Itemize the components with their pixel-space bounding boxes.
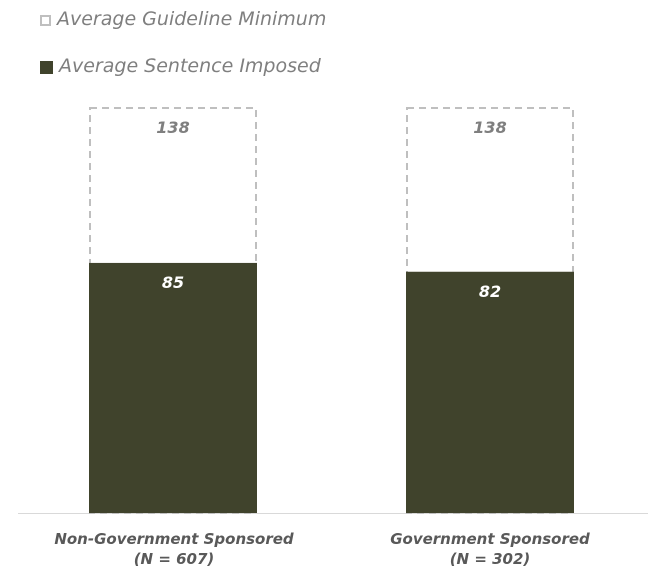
legend-label-sentence: Average Sentence Imposed (59, 55, 321, 77)
data-label-guideline: 138 (156, 118, 189, 137)
dashed-square-icon (40, 15, 51, 26)
category-name: Non-Government Sponsored (54, 530, 294, 548)
legend-label-guideline: Average Guideline Minimum (57, 8, 327, 30)
bar-sentence-imposed (406, 271, 574, 513)
legend-item-sentence: Average Sentence Imposed (40, 54, 321, 78)
data-label-guideline: 138 (473, 118, 506, 137)
category-n: (N = 302) (449, 550, 531, 568)
category-label-government: Government Sponsored (N = 302) (360, 529, 620, 569)
data-label-sentence: 82 (479, 282, 501, 301)
legend-item-guideline: Average Guideline Minimum (40, 7, 326, 31)
data-label-sentence: 85 (162, 273, 184, 292)
solid-square-icon (40, 61, 53, 74)
category-label-non-government: Non-Government Sponsored (N = 607) (44, 529, 304, 569)
category-n: (N = 607) (133, 550, 215, 568)
bar-sentence-imposed (89, 262, 257, 513)
category-name: Government Sponsored (390, 530, 590, 548)
